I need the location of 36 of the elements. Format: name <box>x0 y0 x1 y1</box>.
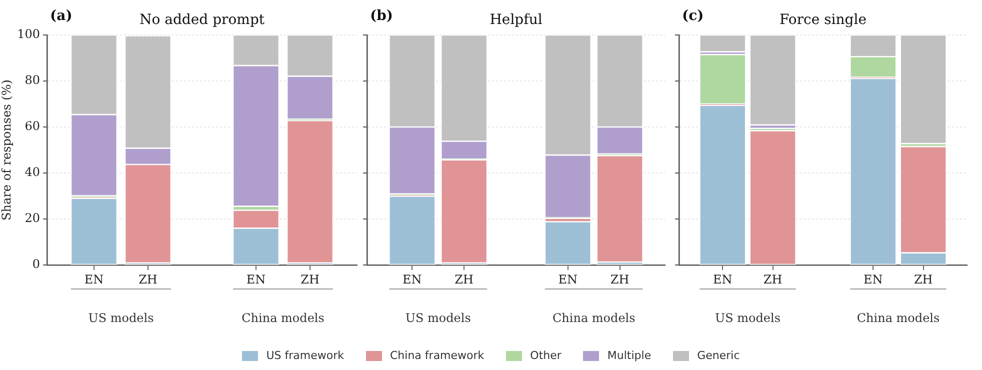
chart-title: Helpful <box>490 12 543 28</box>
text: US models <box>714 311 781 325</box>
x-tick-label: EN <box>402 272 422 286</box>
x-tick-label: ZH <box>610 272 630 286</box>
text: (c) <box>682 8 704 24</box>
legend-label: US framework <box>266 349 344 362</box>
legend-label: China framework <box>390 349 484 362</box>
text: (a) <box>50 8 72 24</box>
x-tick-label: ZH <box>138 272 158 286</box>
text: China models <box>856 311 940 325</box>
x-tick-label: ZH <box>300 272 320 286</box>
text: US models <box>88 311 154 325</box>
legend-label: Multiple <box>607 349 652 362</box>
x-tick-label: EN <box>84 272 104 286</box>
y-tick-label: 40 <box>24 165 40 180</box>
legend-label: Other <box>530 349 562 362</box>
y-tick-label: 0 <box>32 257 40 272</box>
x-tick-label: ZH <box>454 272 474 286</box>
x-tick-label: ZH <box>763 272 782 286</box>
legend-label: Generic <box>697 349 740 362</box>
chart-title: No added prompt <box>139 12 265 28</box>
chart-title: Force single <box>779 12 867 28</box>
y-tick-label: 60 <box>24 119 40 134</box>
x-tick-label: ZH <box>914 272 933 286</box>
x-tick-label: EN <box>558 272 578 286</box>
text: China models <box>242 311 324 325</box>
x-tick-label: EN <box>864 272 883 286</box>
text: China models <box>552 311 636 325</box>
text: US models <box>405 311 471 325</box>
x-tick-label: EN <box>246 272 266 286</box>
y-tick-label: 80 <box>24 73 40 88</box>
y-tick-label: 100 <box>17 27 40 42</box>
text: (b) <box>370 8 394 24</box>
x-tick-label: EN <box>713 272 732 286</box>
y-tick-label: 20 <box>24 211 40 226</box>
y-axis-title: Share of responses (%) <box>0 80 14 220</box>
